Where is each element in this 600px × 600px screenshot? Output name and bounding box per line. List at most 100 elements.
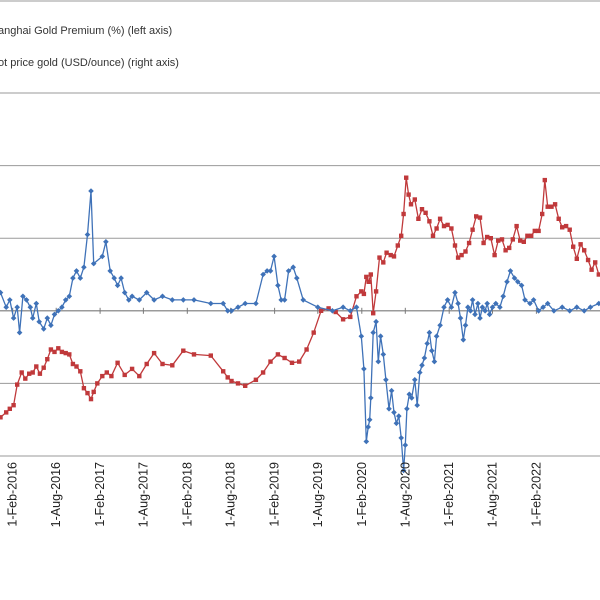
data-point xyxy=(377,333,384,339)
data-point xyxy=(118,275,124,281)
data-point xyxy=(371,311,376,316)
data-point xyxy=(304,347,309,352)
x-tick-label: 1-Feb-2022 xyxy=(529,462,543,527)
data-point xyxy=(290,264,296,270)
data-point xyxy=(30,370,35,375)
series-spot-price xyxy=(0,175,600,420)
data-point xyxy=(70,361,76,367)
data-point xyxy=(20,293,26,300)
data-point xyxy=(122,372,127,378)
data-point xyxy=(366,279,371,284)
data-point xyxy=(574,256,579,261)
data-point xyxy=(267,268,274,274)
data-point xyxy=(493,300,499,307)
data-point xyxy=(404,175,409,180)
data-point xyxy=(7,297,13,303)
data-point xyxy=(479,304,486,310)
data-point xyxy=(48,322,54,329)
data-point xyxy=(393,420,400,427)
data-point xyxy=(522,297,528,303)
data-point xyxy=(242,300,248,307)
data-point xyxy=(574,304,580,310)
data-point xyxy=(88,188,94,194)
data-point xyxy=(229,378,234,384)
data-point xyxy=(514,223,519,229)
data-point xyxy=(384,250,389,255)
data-point xyxy=(220,300,226,307)
data-point xyxy=(56,346,61,351)
data-point xyxy=(253,300,259,307)
data-point xyxy=(510,237,515,242)
data-point xyxy=(235,381,241,386)
data-point xyxy=(400,467,407,474)
data-point xyxy=(33,300,40,307)
data-point xyxy=(368,272,373,277)
data-point xyxy=(260,271,266,278)
data-point xyxy=(85,390,90,396)
data-point xyxy=(160,361,165,367)
data-point xyxy=(423,210,428,215)
data-point xyxy=(507,245,512,251)
data-point xyxy=(16,329,23,336)
data-point xyxy=(477,315,483,321)
data-point xyxy=(486,311,493,318)
data-point xyxy=(208,300,214,307)
data-point xyxy=(381,260,386,265)
x-tick-label: 1-Aug-2017 xyxy=(136,462,150,527)
legend: anghai Gold Premium (%) (left axis) ot p… xyxy=(0,25,179,69)
data-point xyxy=(373,289,379,294)
data-point xyxy=(289,360,295,365)
data-point xyxy=(581,308,587,314)
data-point xyxy=(66,293,73,300)
x-tick-label: 1-Feb-2016 xyxy=(6,462,20,527)
data-point xyxy=(373,318,379,325)
data-point xyxy=(40,326,47,332)
data-point xyxy=(208,353,213,358)
data-point xyxy=(503,248,508,253)
data-point xyxy=(370,329,376,336)
data-point xyxy=(27,304,34,310)
data-point xyxy=(529,233,534,238)
data-point xyxy=(15,382,20,387)
data-point xyxy=(104,370,109,375)
data-point xyxy=(326,306,331,311)
data-point xyxy=(408,395,415,401)
data-point xyxy=(340,317,346,322)
data-point xyxy=(10,315,17,321)
data-point xyxy=(361,366,367,372)
data-point xyxy=(419,362,425,369)
data-point xyxy=(399,233,404,238)
data-point xyxy=(368,395,374,401)
data-point xyxy=(449,226,454,231)
data-point xyxy=(333,309,338,315)
data-point xyxy=(375,358,382,365)
data-point xyxy=(285,268,292,274)
data-point xyxy=(103,239,109,245)
data-point xyxy=(151,297,157,303)
data-point xyxy=(455,300,461,307)
data-point xyxy=(260,370,266,375)
data-point xyxy=(404,406,410,412)
data-point xyxy=(74,364,79,369)
data-point xyxy=(412,197,417,202)
data-point xyxy=(95,381,100,386)
data-point xyxy=(395,243,400,248)
data-point xyxy=(59,349,65,355)
data-point xyxy=(36,318,42,325)
data-point xyxy=(489,304,496,310)
data-point xyxy=(348,314,353,320)
data-point xyxy=(549,204,554,209)
data-point xyxy=(100,373,105,379)
data-point xyxy=(587,304,594,310)
data-point xyxy=(109,373,114,379)
data-point xyxy=(41,365,46,370)
data-point xyxy=(111,275,117,281)
data-point xyxy=(445,222,450,228)
data-point xyxy=(300,297,306,303)
data-point xyxy=(551,308,557,314)
data-point xyxy=(129,366,135,372)
data-point xyxy=(388,252,393,258)
data-point xyxy=(430,233,436,238)
data-point xyxy=(121,289,128,296)
